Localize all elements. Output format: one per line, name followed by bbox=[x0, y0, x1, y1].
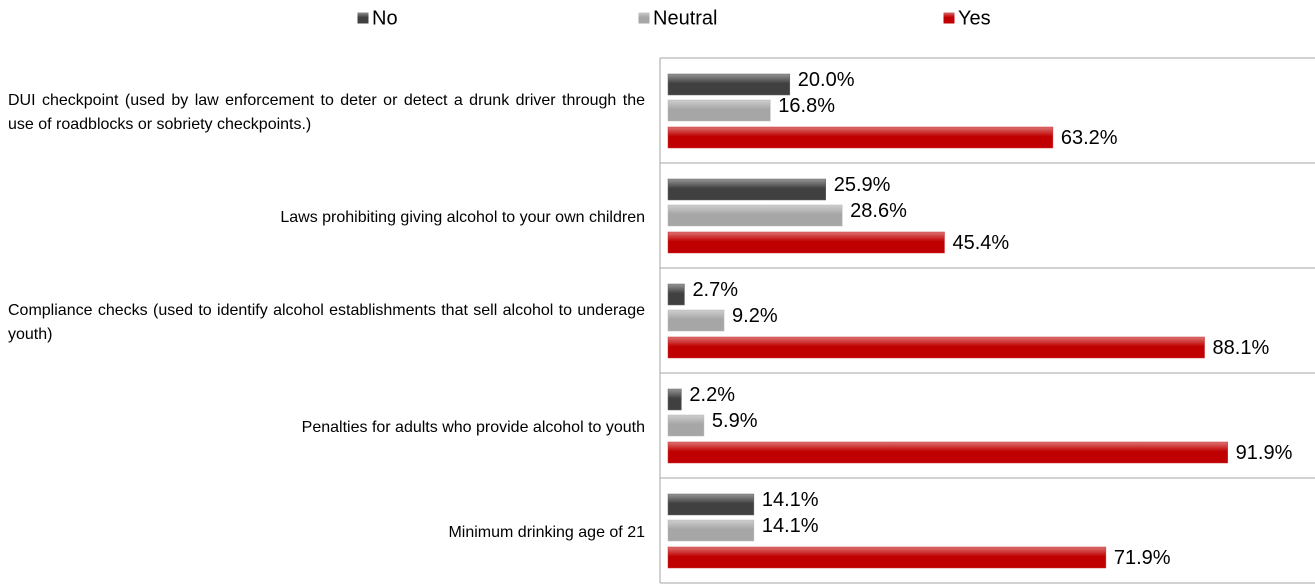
value-label: 16.8% bbox=[778, 95, 835, 117]
bar bbox=[667, 388, 682, 411]
value-label: 2.2% bbox=[689, 384, 735, 406]
category-label: Compliance checks (used to identify alco… bbox=[8, 301, 645, 343]
bar bbox=[667, 414, 705, 437]
value-label: 88.1% bbox=[1213, 337, 1270, 359]
category-label: Penalties for adults who provide alcohol… bbox=[301, 418, 645, 436]
legend-label: No bbox=[372, 7, 398, 29]
bar bbox=[667, 309, 725, 332]
category-label: Laws prohibiting giving alcohol to your … bbox=[280, 208, 645, 226]
category-label: Minimum drinking age of 21 bbox=[448, 523, 645, 541]
bar bbox=[667, 99, 771, 122]
legend-swatch bbox=[942, 11, 956, 25]
legend-swatch bbox=[637, 11, 651, 25]
legend-label: Neutral bbox=[653, 7, 717, 29]
bar bbox=[667, 126, 1054, 149]
bar bbox=[667, 73, 791, 96]
bar bbox=[667, 546, 1107, 569]
value-label: 25.9% bbox=[834, 174, 891, 196]
legend-label: Yes bbox=[958, 7, 991, 29]
bar bbox=[667, 519, 755, 542]
bar bbox=[667, 441, 1228, 464]
bar bbox=[667, 178, 826, 201]
bar bbox=[667, 283, 685, 306]
bar bbox=[667, 493, 755, 516]
bar bbox=[667, 204, 843, 227]
category-label: DUI checkpoint (used by law enforcement … bbox=[8, 91, 645, 133]
value-label: 9.2% bbox=[732, 305, 778, 327]
value-label: 5.9% bbox=[712, 410, 758, 432]
value-label: 71.9% bbox=[1114, 547, 1171, 569]
legend-swatch bbox=[356, 11, 370, 25]
bar bbox=[667, 336, 1205, 359]
value-label: 28.6% bbox=[850, 200, 907, 222]
value-label: 45.4% bbox=[952, 232, 1009, 254]
value-label: 63.2% bbox=[1061, 127, 1118, 149]
value-label: 14.1% bbox=[762, 489, 819, 511]
value-label: 2.7% bbox=[692, 279, 738, 301]
value-label: 91.9% bbox=[1236, 442, 1293, 464]
bar bbox=[667, 231, 945, 254]
value-label: 14.1% bbox=[762, 515, 819, 537]
value-label: 20.0% bbox=[798, 69, 855, 91]
